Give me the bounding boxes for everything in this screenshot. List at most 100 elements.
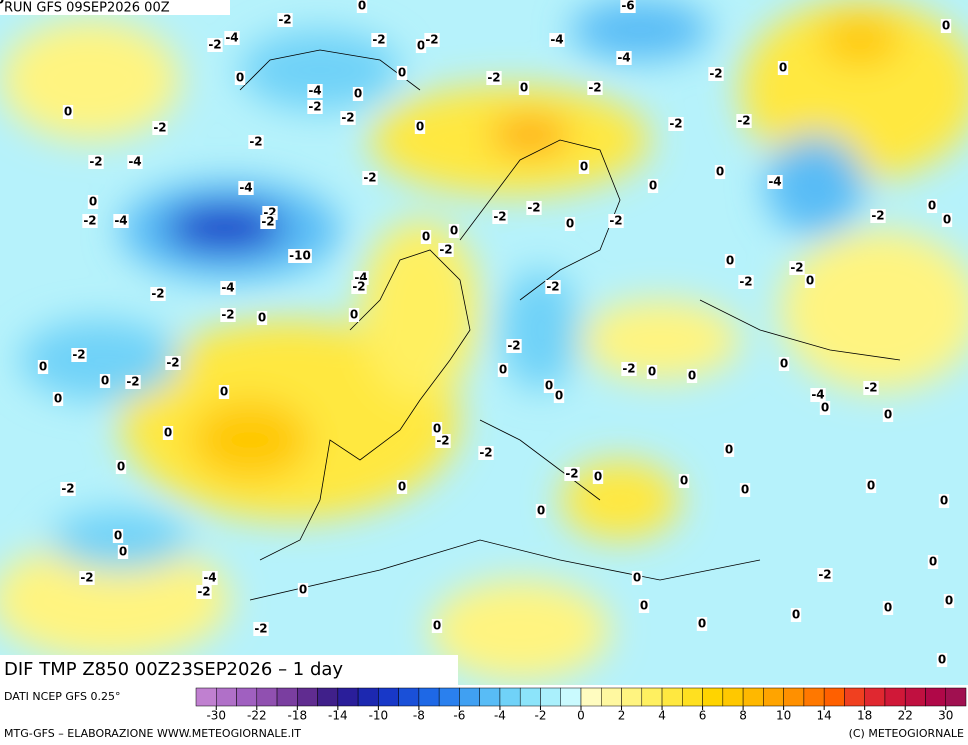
contour-label: 0: [779, 61, 787, 75]
colorbar-tick-label: 18: [857, 709, 872, 723]
map-title: DIF TMP Z850 00Z23SEP2026 – 1 day: [4, 659, 343, 680]
contour-label: -2: [278, 13, 291, 27]
contour-label-bg: [486, 71, 502, 85]
contour-label-bg: [150, 287, 166, 301]
contour-label: -4: [768, 175, 781, 189]
contour-label: 0: [867, 479, 875, 493]
contour-label-bg: [307, 84, 323, 98]
contour-label-bg: [696, 617, 708, 631]
colorbar-swatch: [945, 687, 967, 707]
contour-label-bg: [37, 360, 49, 374]
contour-label-bg: [288, 249, 312, 263]
contour-label: -4: [221, 281, 234, 295]
contour-label: -2: [609, 214, 622, 228]
colorbar-tick-label: -22: [247, 709, 267, 723]
contour-label-bg: [819, 401, 831, 415]
contour-label: -2: [622, 362, 635, 376]
contour-label-bg: [196, 585, 212, 599]
colorbar-swatch: [823, 687, 845, 707]
contour-label-bg: [277, 13, 293, 27]
contour-label: -2: [425, 33, 438, 47]
contour-label-bg: [810, 388, 826, 402]
contour-label-bg: [724, 254, 736, 268]
contour-label-bg: [348, 308, 360, 322]
colorbar-tick-label: -8: [413, 709, 425, 723]
colorbar-swatch: [641, 687, 663, 707]
contour-label-bg: [115, 460, 127, 474]
contour-label: -2: [153, 121, 166, 135]
contour-label: -2: [737, 114, 750, 128]
contour-label: 0: [422, 230, 430, 244]
contour-label-bg: [207, 38, 223, 52]
contour-label: 0: [806, 274, 814, 288]
contour-label: -10: [289, 249, 311, 263]
contour-label-bg: [553, 389, 565, 403]
contour-label-bg: [420, 230, 432, 244]
contour-label-bg: [620, 0, 636, 13]
contour-label: 0: [520, 81, 528, 95]
contour-label: 0: [741, 483, 749, 497]
contour-label: 0: [433, 619, 441, 633]
contour-label-bg: [506, 339, 522, 353]
contour-label: -2: [871, 209, 884, 223]
colorbar-swatch: [337, 687, 359, 707]
contour-label-bg: [424, 33, 440, 47]
contour-label: -2: [221, 308, 234, 322]
colorbar-swatch: [519, 687, 541, 707]
contour-label: 0: [64, 105, 72, 119]
colorbar-swatch: [742, 687, 764, 707]
contour-label: 0: [716, 165, 724, 179]
colorbar-swatch: [925, 687, 946, 707]
colorbar-swatch: [499, 687, 521, 707]
run-label: RUN GFS 09SEP2026 00Z: [4, 1, 170, 16]
colorbar-swatch: [763, 687, 784, 707]
contour-label-bg: [248, 135, 264, 149]
contour-label-bg: [497, 363, 509, 377]
colorbar-swatch: [297, 687, 318, 707]
contour-label-bg: [60, 482, 76, 496]
contour-label-bg: [518, 81, 530, 95]
contour-label-bg: [767, 175, 783, 189]
contour-label-bg: [218, 385, 230, 399]
contour-label: -4: [308, 84, 321, 98]
contour-label-bg: [352, 87, 364, 101]
contour-label-bg: [224, 31, 240, 45]
contour-label: -4: [550, 33, 563, 47]
contour-label-bg: [564, 467, 580, 481]
colorbar-swatch: [216, 687, 237, 707]
contour-label: 0: [350, 308, 358, 322]
colorbar: -30 -22 -18 -14 -10 -8 -6 -4 -2 0 2 4 6 8 10 14 18 22 30: [195, 687, 967, 723]
contour-label: 0: [236, 71, 244, 85]
contour-label: -2: [197, 585, 210, 599]
contour-label: 0: [640, 599, 648, 613]
contour-label-bg: [789, 261, 805, 275]
colorbar-tick-label: -10: [369, 709, 389, 723]
contour-label-bg: [234, 71, 246, 85]
contour-label-bg: [256, 311, 268, 325]
contour-label: 0: [566, 217, 574, 231]
colorbar-swatch: [540, 687, 561, 707]
contour-label: -2: [151, 287, 164, 301]
contour-label: -2: [341, 111, 354, 125]
colorbar-swatch: [560, 687, 582, 707]
contour-label: 0: [164, 426, 172, 440]
contour-label-bg: [943, 594, 955, 608]
contour-label: 0: [945, 594, 953, 608]
contour-label: 0: [101, 374, 109, 388]
contour-label-bg: [99, 374, 111, 388]
contour-label: 0: [555, 389, 563, 403]
colorbar-swatch: [438, 687, 460, 707]
contour-label: 0: [39, 360, 47, 374]
contour-label-bg: [938, 494, 950, 508]
colorbar-tick-label: -30: [206, 709, 226, 723]
colorbar-swatch: [276, 687, 298, 707]
colorbar-tick-label: 30: [938, 709, 953, 723]
contour-label-bg: [790, 608, 802, 622]
contour-label: 0: [499, 363, 507, 377]
contour-label: 0: [398, 66, 406, 80]
contour-label: 0: [940, 494, 948, 508]
contour-label-bg: [927, 555, 939, 569]
contour-label: -2: [352, 280, 365, 294]
contour-label-bg: [549, 33, 565, 47]
contour-label: -2: [372, 33, 385, 47]
